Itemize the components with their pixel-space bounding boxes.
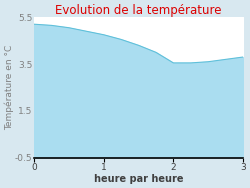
Y-axis label: Température en °C: Température en °C — [4, 45, 14, 130]
X-axis label: heure par heure: heure par heure — [94, 174, 183, 184]
Title: Evolution de la température: Evolution de la température — [55, 4, 222, 17]
